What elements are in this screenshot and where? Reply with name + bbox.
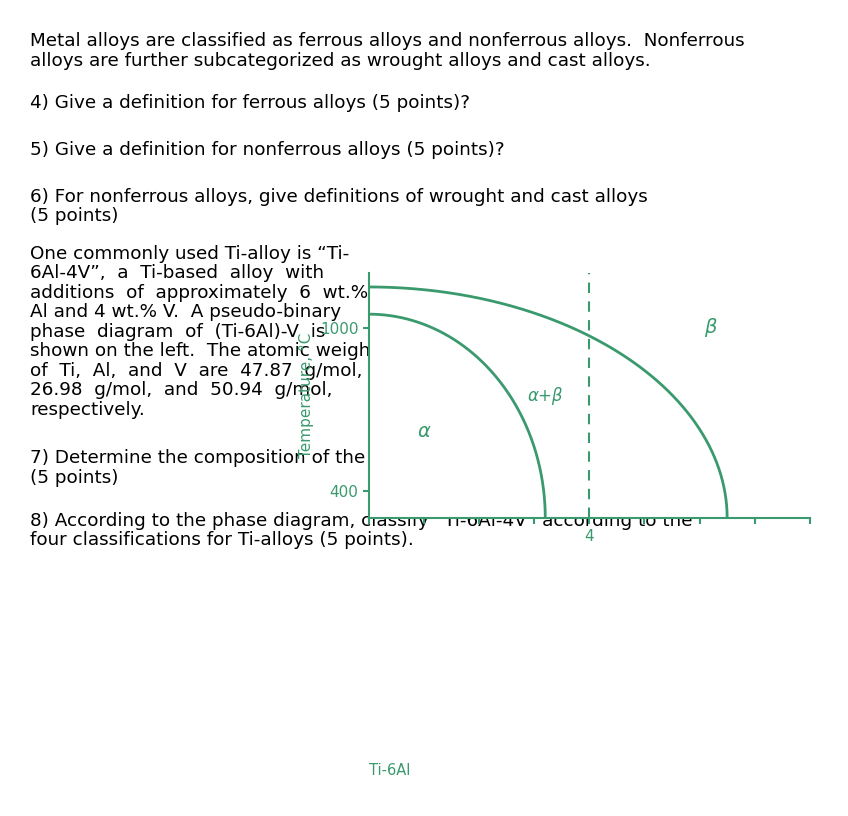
Text: 7) Determine the composition of the “Ti-6Al-4V” alloy in atomic percent: 7) Determine the composition of the “Ti-… — [30, 450, 690, 468]
Text: 6Al-4V”,  a  Ti-based  alloy  with: 6Al-4V”, a Ti-based alloy with — [30, 264, 324, 282]
Text: respectively.: respectively. — [30, 401, 145, 419]
Text: 26.98  g/mol,  and  50.94  g/mol,: 26.98 g/mol, and 50.94 g/mol, — [30, 381, 332, 399]
Text: α+β: α+β — [527, 387, 563, 405]
Text: 5) Give a definition for nonferrous alloys (5 points)?: 5) Give a definition for nonferrous allo… — [30, 141, 505, 159]
Text: Al and 4 wt.% V.  A pseudo-binary: Al and 4 wt.% V. A pseudo-binary — [30, 303, 341, 321]
Text: α: α — [417, 422, 431, 441]
Y-axis label: Temperature, °C: Temperature, °C — [299, 333, 315, 459]
Text: (5 points): (5 points) — [30, 469, 119, 487]
Text: β: β — [705, 318, 717, 337]
Text: additions  of  approximately  6  wt.%: additions of approximately 6 wt.% — [30, 283, 368, 302]
Text: 8) According to the phase diagram, classify “Ti-6Al-4V” according to the: 8) According to the phase diagram, class… — [30, 512, 693, 530]
Text: four classifications for Ti-alloys (5 points).: four classifications for Ti-alloys (5 po… — [30, 531, 414, 549]
Text: shown on the left.  The atomic weight: shown on the left. The atomic weight — [30, 342, 377, 360]
Text: Metal alloys are classified as ferrous alloys and nonferrous alloys.  Nonferrous: Metal alloys are classified as ferrous a… — [30, 32, 745, 50]
Text: phase  diagram  of  (Ti-6Al)-V  is: phase diagram of (Ti-6Al)-V is — [30, 322, 326, 340]
Text: of  Ti,  Al,  and  V  are  47.87  g/mol,: of Ti, Al, and V are 47.87 g/mol, — [30, 361, 362, 379]
Text: Ti-6Al: Ti-6Al — [369, 763, 410, 778]
Text: 6) For nonferrous alloys, give definitions of wrought and cast alloys: 6) For nonferrous alloys, give definitio… — [30, 188, 648, 206]
Text: 4) Give a definition for ferrous alloys (5 points)?: 4) Give a definition for ferrous alloys … — [30, 95, 470, 113]
Text: (5 points): (5 points) — [30, 207, 119, 225]
Text: alloys are further subcategorized as wrought alloys and cast alloys.: alloys are further subcategorized as wro… — [30, 51, 650, 69]
Text: One commonly used Ti-alloy is “Ti-: One commonly used Ti-alloy is “Ti- — [30, 245, 349, 263]
